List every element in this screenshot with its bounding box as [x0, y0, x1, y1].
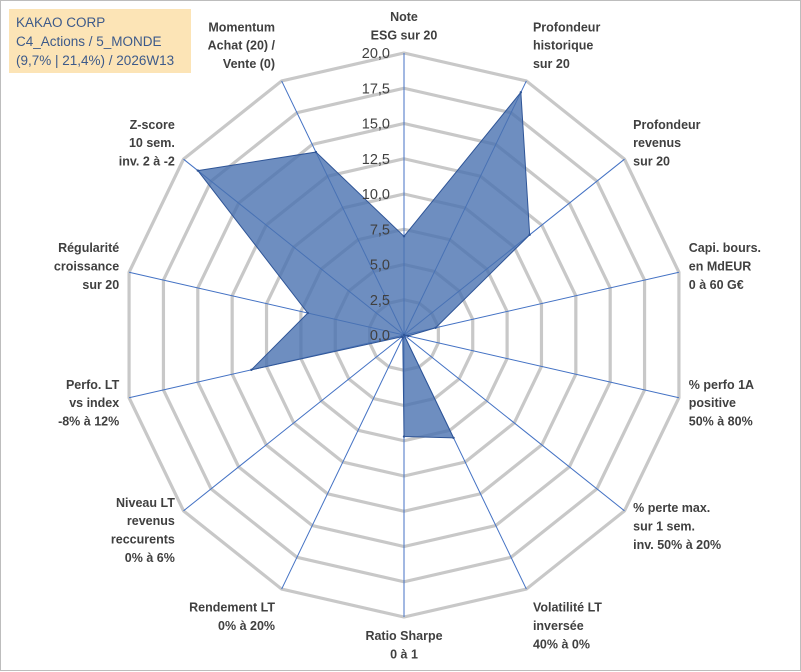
data-point [250, 368, 253, 372]
axis-label: Ratio Sharpe 0 à 1 [365, 629, 442, 661]
tick-label: 15,0 [362, 117, 390, 133]
axis-label-line: % perfo 1A [689, 378, 754, 392]
axis-label-line: inv. 2 à -2 [119, 155, 175, 169]
axis-label-line: 40% à 0% [533, 637, 590, 651]
axis-label: Régularité croissance sur 20 [54, 241, 119, 292]
label-layer: Note ESG sur 20 Profondeur historique sur 20… [54, 10, 761, 661]
spoke-line [403, 334, 625, 512]
axis-label-line: inv. 50% à 20% [633, 538, 721, 552]
axis-label-line: reccurents [111, 533, 175, 547]
axis-label-line: sur 20 [82, 278, 119, 292]
axis-label: Profondeur revenus sur 20 [633, 118, 700, 169]
spoke-line [403, 334, 680, 399]
axis-label-line: revenus [127, 514, 175, 528]
axis-label-line: Perfo. LT [66, 378, 120, 392]
axis-label-line: -8% à 12% [58, 415, 119, 429]
axis-label-line: Régularité [58, 241, 119, 255]
axis-label-line: historique [533, 39, 593, 53]
tick-label: 2,5 [370, 293, 390, 309]
axis-label-line: sur 20 [633, 155, 670, 169]
axis-label: Volatilité LT inversée 40% à 0% [533, 600, 602, 651]
axis-label-line: sur 1 sem. [633, 519, 695, 533]
data-point [196, 169, 200, 172]
axis-label: Rendement LT 0% à 20% [189, 600, 275, 632]
data-point [452, 436, 455, 440]
data-point [519, 91, 523, 94]
data-point [314, 150, 318, 154]
tick-label: 5,0 [370, 258, 390, 274]
axis-label-line: 0 à 60 G€ [689, 278, 744, 292]
axis-label-line: en MdEUR [689, 259, 752, 273]
axis-label-line: Capi. bours. [689, 241, 761, 255]
axis-label-line: sur 20 [533, 57, 570, 71]
data-point [528, 233, 531, 236]
axis-label-line: ESG sur 20 [371, 29, 438, 43]
axis-label: Capi. bours. en MdEUR 0 à 60 G€ [689, 241, 761, 292]
axis-label-line: Achat (20) / [208, 39, 276, 53]
axis-label: Niveau LT revenus reccurents 0% à 6% [111, 496, 175, 565]
axis-label-line: 0 à 1 [390, 647, 418, 661]
tick-label: 10,0 [362, 187, 390, 203]
axis-label-line: Z-score [130, 118, 175, 132]
axis-label: Z-score 10 sem. inv. 2 à -2 [119, 118, 175, 169]
company-name: KAKAO CORP [16, 15, 106, 30]
data-point [306, 311, 309, 315]
data-point [402, 435, 406, 438]
axis-label-line: Profondeur [533, 20, 600, 34]
tick-label: 7,5 [370, 222, 390, 238]
spoke-line [281, 334, 405, 590]
axis-label-line: 10 sem. [129, 136, 175, 150]
axis-label-line: Rendement LT [189, 600, 275, 614]
axis-label-line: Note [390, 10, 418, 24]
tick-label: 12,5 [362, 152, 390, 168]
axis-label: Profondeur historique sur 20 [533, 20, 600, 71]
score-summary: (9,7% | 21,4%) / 2026W13 [16, 53, 175, 68]
axis-label-line: Niveau LT [116, 496, 175, 510]
axis-label-line: revenus [633, 136, 681, 150]
data-point [406, 334, 410, 338]
axis-label: % perfo 1A positive 50% à 80% [689, 378, 754, 429]
axis-label-line: croissance [54, 259, 119, 273]
tick-label: 0,0 [370, 328, 390, 344]
portfolio-path: C4_Actions / 5_MONDE [16, 34, 162, 49]
axis-label-line: inversée [533, 619, 584, 633]
data-point [402, 235, 406, 238]
axis-label-line: Profondeur [633, 118, 700, 132]
data-point [434, 326, 437, 329]
tick-label: 17,5 [362, 81, 390, 97]
axis-label-line: Ratio Sharpe [365, 629, 442, 643]
spoke-line [403, 271, 680, 336]
axis-label-line: Momentum [208, 20, 275, 34]
title-box: KAKAO CORP C4_Actions / 5_MONDE (9,7% | … [9, 9, 191, 73]
axis-label: Momentum Achat (20) / Vente (0) [208, 20, 276, 71]
axis-label: Note ESG sur 20 [371, 10, 438, 42]
axis-label-line: Vente (0) [223, 57, 275, 71]
series-layer [196, 91, 531, 440]
data-point [402, 333, 406, 337]
axis-label-line: 0% à 20% [218, 619, 275, 633]
tick-label: 20,0 [362, 46, 390, 62]
spoke-line [183, 334, 405, 512]
axis-label-line: positive [689, 396, 736, 410]
axis-label: % perte max. sur 1 sem. inv. 50% à 20% [633, 501, 721, 552]
axis-label: Perfo. LT vs index -8% à 12% [58, 378, 120, 429]
tick-layer: 0,0 2,5 5,0 7,5 10,0 12,5 15,0 17,5 20,0 [362, 46, 390, 344]
axis-label-line: Volatilité LT [533, 600, 602, 614]
axis-label-line: % perte max. [633, 501, 710, 515]
axis-label-line: 0% à 6% [125, 551, 175, 565]
axis-label-line: vs index [69, 396, 119, 410]
axis-label-line: 50% à 80% [689, 415, 753, 429]
data-point [400, 335, 403, 338]
